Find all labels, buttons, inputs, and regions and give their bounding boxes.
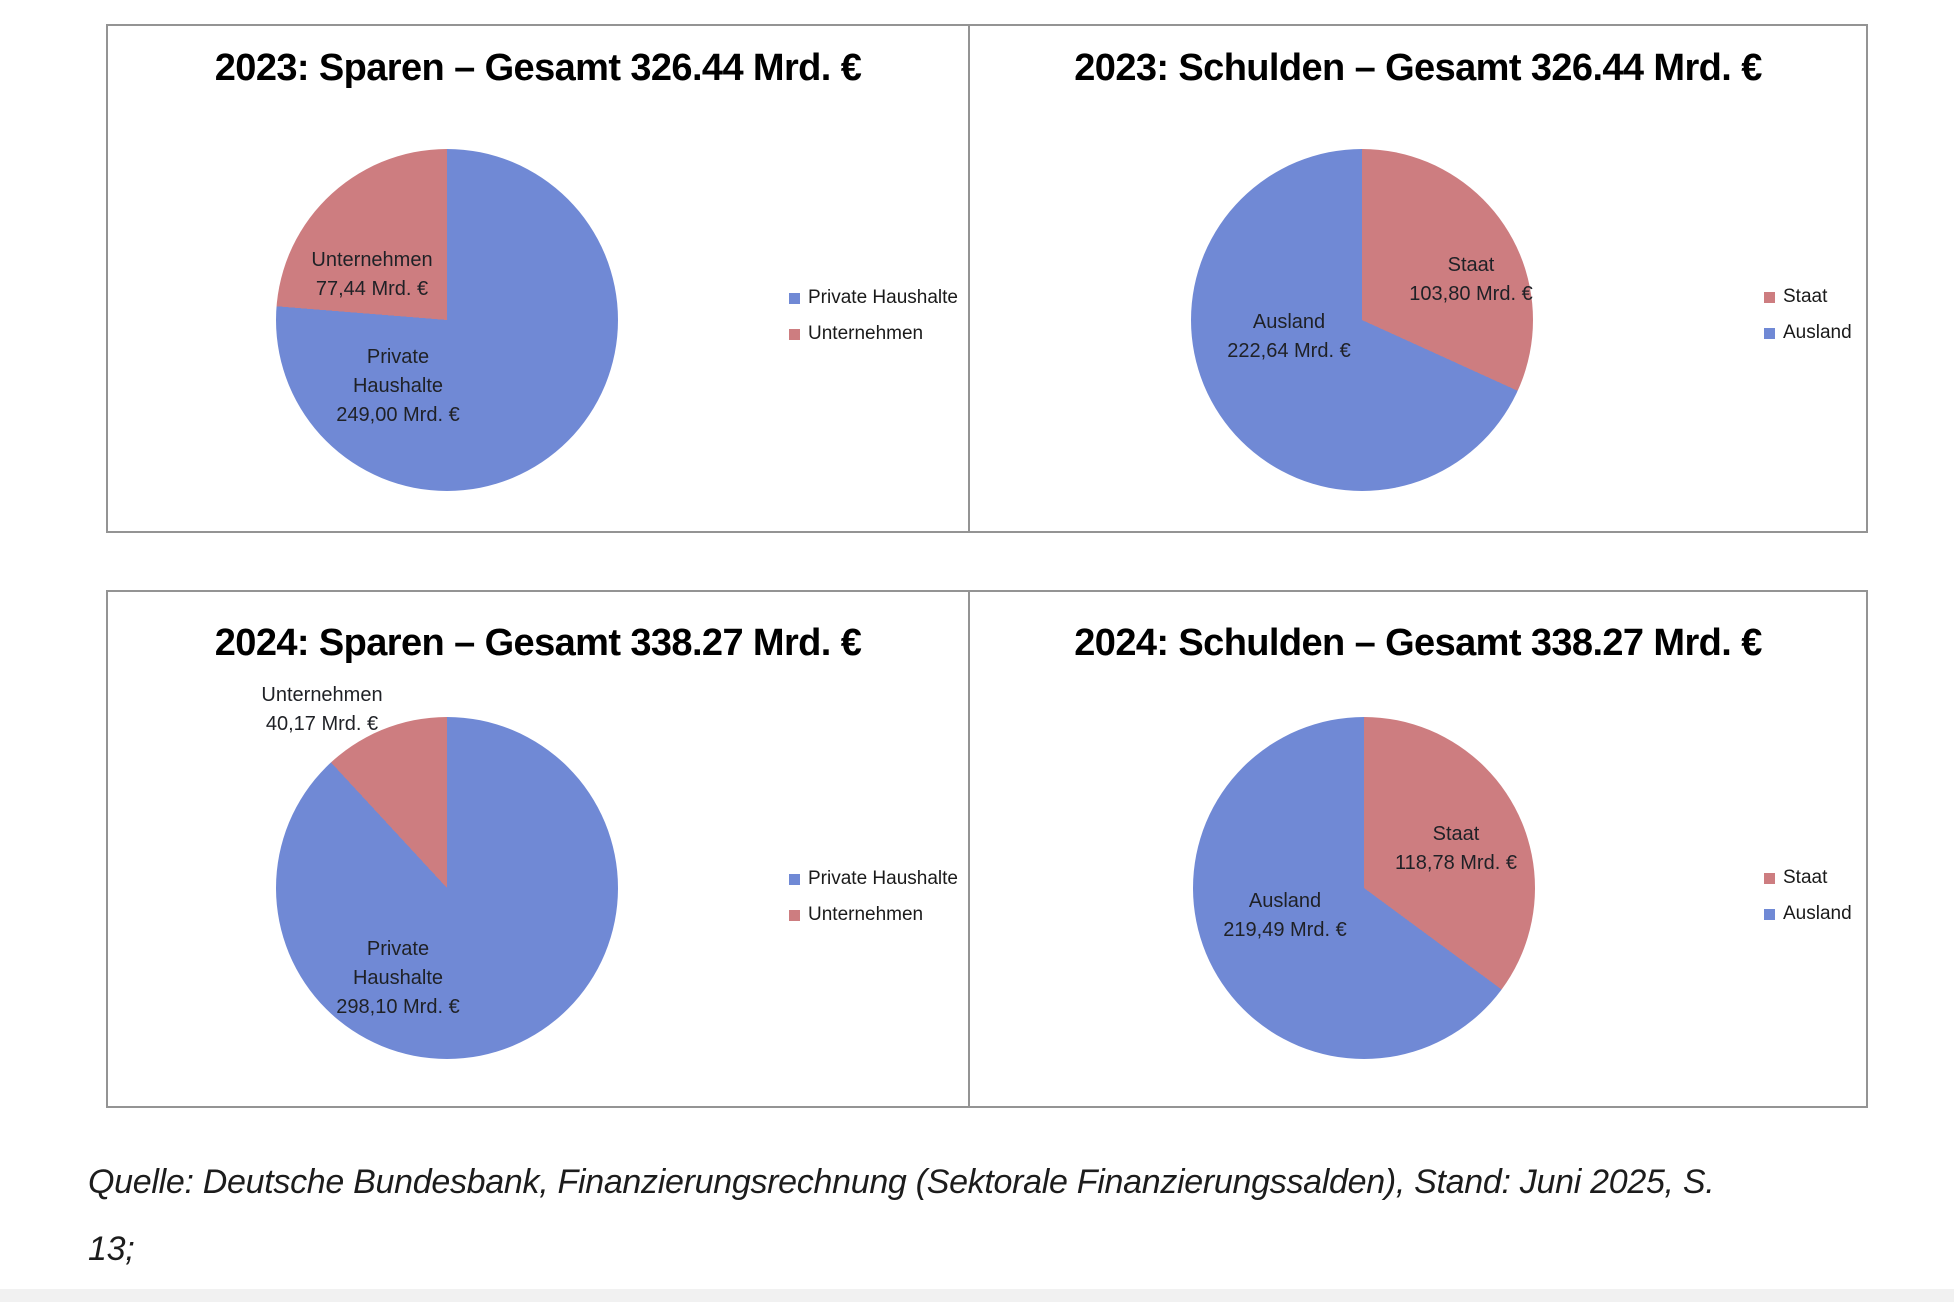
legend-item: Staat: [1764, 860, 1852, 896]
pie-label-private-haushalte: Private Haushalte 249,00 Mrd. €: [336, 343, 459, 430]
legend-item: Unternehmen: [789, 897, 958, 933]
chart-title: 2024: Sparen – Gesamt 338.27 Mrd. €: [214, 622, 862, 664]
pie-label-ausland: Ausland 219,49 Mrd. €: [1223, 887, 1346, 945]
chart-title: 2023: Schulden – Gesamt 326.44 Mrd. €: [1074, 47, 1762, 89]
legend-swatch-blue-icon: [789, 292, 800, 304]
legend-item: Ausland: [1764, 315, 1852, 351]
pie-label-line: 118,78 Mrd. €: [1395, 852, 1517, 874]
pie-label-line: Haushalte: [352, 375, 444, 397]
legend-label: Staat: [1783, 867, 1828, 888]
legend-label: Unternehmen: [808, 323, 924, 344]
pie-label-line: Unternehmen: [311, 249, 433, 271]
legend-label: Staat: [1783, 286, 1828, 307]
legend-label: Unternehmen: [808, 904, 924, 925]
chart-panel-2023-sparen: 2023: Sparen – Gesamt 326.44 Mrd. € Unte…: [106, 24, 970, 533]
legend-swatch-blue-icon: [1764, 327, 1775, 339]
chart-title: 2023: Sparen – Gesamt 326.44 Mrd. €: [214, 47, 862, 89]
pie-label-staat: Staat 103,80 Mrd. €: [1409, 251, 1532, 309]
legend: Private Haushalte Unternehmen: [789, 280, 958, 352]
legend-label: Ausland: [1783, 322, 1852, 343]
pie-label-unternehmen: Unternehmen 40,17 Mrd. €: [261, 681, 382, 739]
pie-label-line: Staat: [1447, 254, 1495, 276]
source-text-line-2: 13;: [88, 1230, 135, 1268]
pie-label-line: Private: [366, 346, 430, 368]
legend-item: Staat: [1764, 279, 1852, 315]
legend-swatch-red-icon: [1764, 291, 1775, 303]
legend-label: Ausland: [1783, 903, 1852, 924]
chart-panel-2024-sparen: 2024: Sparen – Gesamt 338.27 Mrd. € Unte…: [106, 590, 970, 1108]
pie-label-private-haushalte: Private Haushalte 298,10 Mrd. €: [336, 935, 459, 1022]
legend-swatch-blue-icon: [789, 873, 800, 885]
pie-2024-schulden: [1193, 717, 1535, 1059]
legend-item: Unternehmen: [789, 316, 958, 352]
legend-swatch-blue-icon: [1764, 908, 1775, 920]
legend-item: Private Haushalte: [789, 280, 958, 316]
legend: Private Haushalte Unternehmen: [789, 861, 958, 933]
chart-panel-2023-schulden: 2023: Schulden – Gesamt 326.44 Mrd. € St…: [968, 24, 1868, 533]
legend-item: Ausland: [1764, 896, 1852, 932]
chart-title: 2024: Schulden – Gesamt 338.27 Mrd. €: [1074, 622, 1762, 664]
pie-label-line: 77,44 Mrd. €: [315, 278, 429, 300]
pie-label-line: 219,49 Mrd. €: [1223, 919, 1347, 941]
pie-2023-sparen: [276, 149, 618, 491]
legend-swatch-red-icon: [789, 328, 800, 340]
pie-label-line: Private: [366, 938, 430, 960]
pie-label-line: Ausland: [1252, 311, 1326, 333]
pie-label-line: Haushalte: [352, 967, 444, 989]
pie-label-line: 40,17 Mrd. €: [265, 713, 379, 735]
pie-2023-schulden: [1191, 149, 1533, 491]
pie-label-line: 103,80 Mrd. €: [1409, 283, 1533, 305]
legend-swatch-red-icon: [1764, 872, 1775, 884]
legend: Staat Ausland: [1764, 860, 1852, 932]
pie-label-line: 298,10 Mrd. €: [336, 996, 460, 1018]
pie-2024-sparen: [276, 717, 618, 1059]
pie-label-line: Staat: [1432, 823, 1480, 845]
pie-label-line: 222,64 Mrd. €: [1227, 340, 1351, 362]
pie-label-line: Unternehmen: [261, 684, 383, 706]
legend-item: Private Haushalte: [789, 861, 958, 897]
pie-label-line: 249,00 Mrd. €: [336, 404, 460, 426]
source-text-line-1: Quelle: Deutsche Bundesbank, Finanzierun…: [88, 1163, 1715, 1201]
pie-label-staat: Staat 118,78 Mrd. €: [1395, 820, 1517, 878]
legend-swatch-red-icon: [789, 909, 800, 921]
legend: Staat Ausland: [1764, 279, 1852, 351]
pie-label-line: Ausland: [1248, 890, 1322, 912]
legend-label: Private Haushalte: [808, 868, 958, 889]
pie-label-ausland: Ausland 222,64 Mrd. €: [1227, 308, 1350, 366]
legend-label: Private Haushalte: [808, 287, 958, 308]
page-bottom-strip: [0, 1289, 1954, 1302]
chart-panel-2024-schulden: 2024: Schulden – Gesamt 338.27 Mrd. € St…: [968, 590, 1868, 1108]
pie-label-unternehmen: Unternehmen 77,44 Mrd. €: [311, 246, 432, 304]
